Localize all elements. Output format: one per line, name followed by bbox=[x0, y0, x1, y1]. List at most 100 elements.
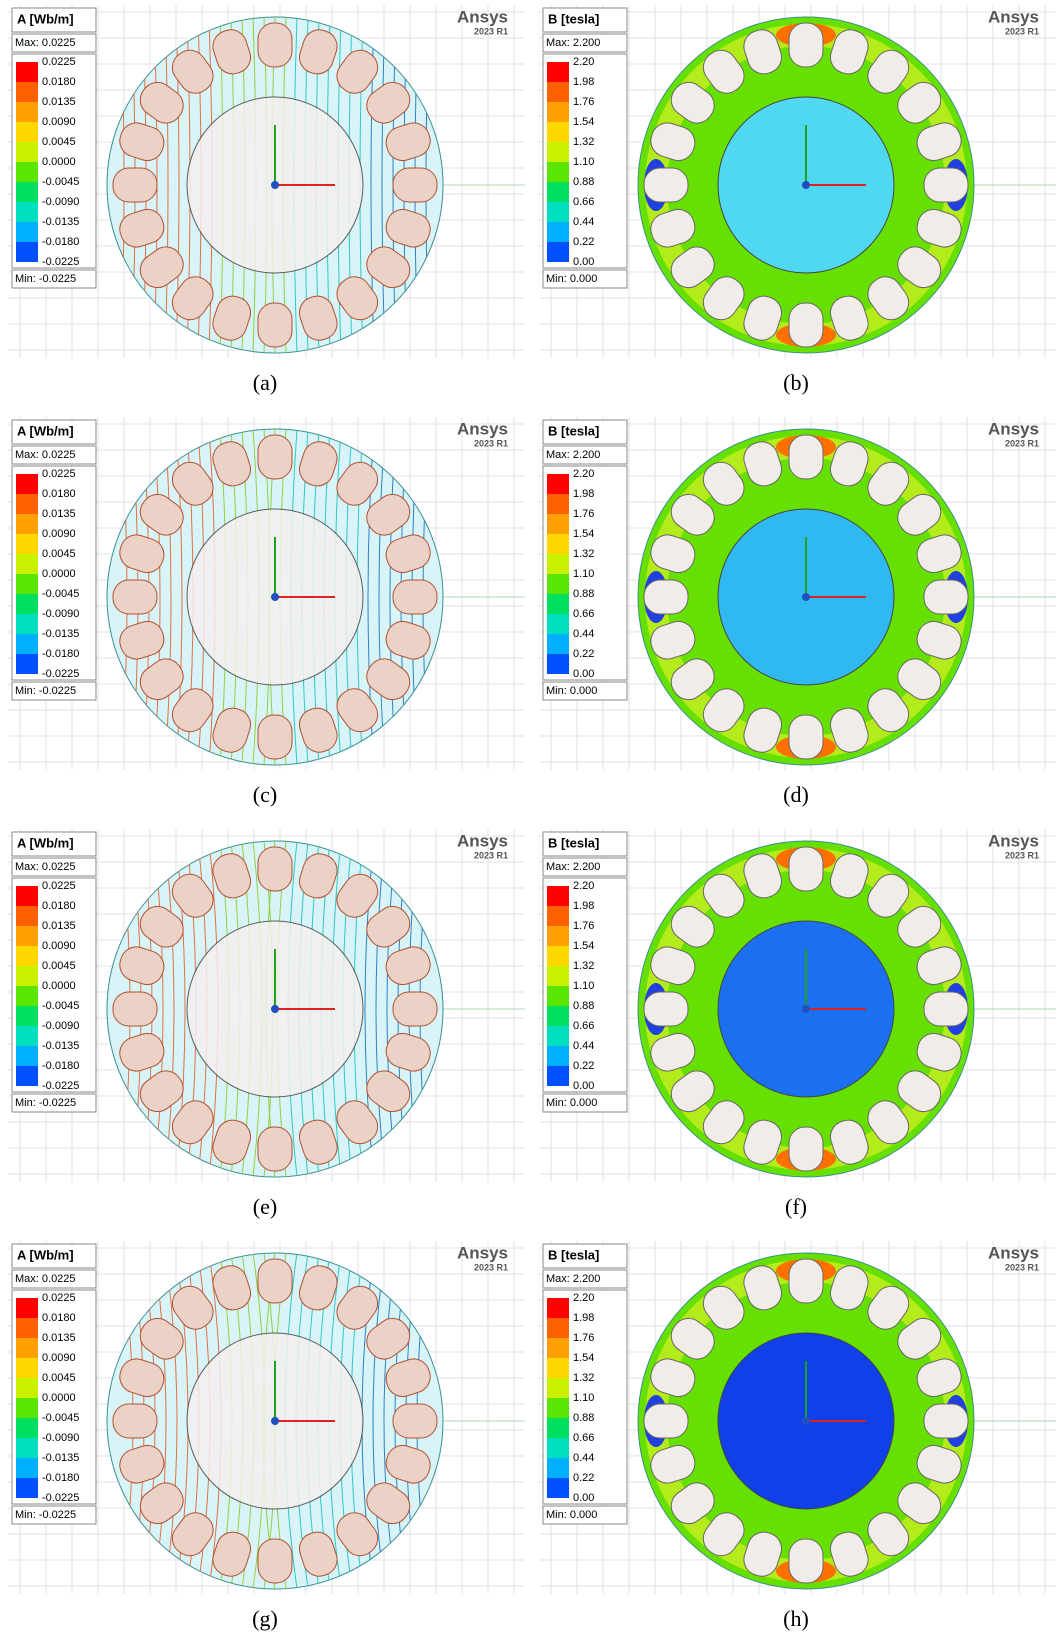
legend-title-box bbox=[542, 7, 628, 33]
slot bbox=[298, 295, 338, 341]
slot bbox=[743, 1265, 783, 1311]
slot bbox=[139, 246, 184, 289]
legend-level: 0.0135 bbox=[42, 920, 76, 932]
slot bbox=[829, 29, 869, 75]
slot bbox=[385, 946, 431, 986]
slot bbox=[916, 1032, 962, 1072]
brand: Ansys bbox=[457, 419, 508, 438]
color-band bbox=[547, 162, 569, 182]
slot bbox=[298, 707, 338, 753]
legend-level: 1.54 bbox=[573, 1352, 594, 1364]
slot bbox=[119, 122, 165, 162]
slot bbox=[643, 1403, 689, 1439]
flux-line bbox=[381, 17, 386, 353]
legend-level: 2.20 bbox=[573, 1292, 594, 1304]
color-band bbox=[547, 122, 569, 142]
slot bbox=[788, 434, 824, 480]
color-band bbox=[16, 986, 38, 1006]
slot bbox=[392, 579, 438, 615]
legend-level: -0.0225 bbox=[42, 256, 79, 268]
flux-line bbox=[164, 841, 175, 1177]
color-band bbox=[547, 594, 569, 614]
slot bbox=[702, 873, 745, 918]
color-band bbox=[547, 222, 569, 242]
slot bbox=[385, 1358, 431, 1398]
color-band bbox=[547, 1298, 569, 1318]
slot bbox=[212, 1119, 252, 1165]
legend: B [tesla] Max: 2.200 2.20 1.98 1.76 1.54 1.32 1… bbox=[542, 7, 628, 289]
slot bbox=[867, 873, 910, 918]
legend-min: Min: -0.0225 bbox=[15, 1509, 76, 1521]
legend-level: 2.20 bbox=[573, 468, 594, 480]
legend-max: Max: 2.200 bbox=[546, 1273, 600, 1285]
legend-min-box bbox=[542, 1093, 628, 1113]
slot bbox=[829, 1119, 869, 1165]
legend-level: 0.0000 bbox=[42, 1392, 76, 1404]
origin bbox=[271, 181, 279, 189]
flux-line bbox=[164, 17, 169, 353]
legend-level: 1.32 bbox=[573, 548, 594, 560]
color-band bbox=[16, 1046, 38, 1066]
legend-level: 1.76 bbox=[573, 920, 594, 932]
slot bbox=[670, 1070, 715, 1113]
legend-level: -0.0225 bbox=[42, 1080, 79, 1092]
slot bbox=[670, 246, 715, 289]
legend-level: 0.0000 bbox=[42, 980, 76, 992]
version: 2023 R1 bbox=[1005, 1262, 1039, 1272]
color-band bbox=[16, 102, 38, 122]
slot bbox=[650, 534, 696, 574]
legend-level: -0.0225 bbox=[42, 1492, 79, 1504]
legend-level: 0.0090 bbox=[42, 1352, 76, 1364]
legend-level: -0.0180 bbox=[42, 236, 79, 248]
slot bbox=[702, 1285, 745, 1330]
legend-level: 0.22 bbox=[573, 236, 594, 248]
color-band bbox=[547, 62, 569, 82]
brand: Ansys bbox=[457, 1243, 508, 1262]
slot bbox=[643, 579, 689, 615]
legend-level: 0.0225 bbox=[42, 880, 76, 892]
legend-max-box bbox=[542, 1269, 628, 1289]
color-band bbox=[547, 82, 569, 102]
color-band bbox=[547, 966, 569, 986]
legend-title-box bbox=[542, 831, 628, 857]
slot bbox=[385, 1032, 431, 1072]
legend-level: -0.0225 bbox=[42, 668, 79, 680]
legend-level: -0.0045 bbox=[42, 176, 79, 188]
legend-level: 0.44 bbox=[573, 628, 594, 640]
legend-level: 0.0000 bbox=[42, 568, 76, 580]
slot bbox=[385, 620, 431, 660]
slot bbox=[257, 302, 293, 348]
legend-min: Min: 0.000 bbox=[546, 1097, 597, 1109]
color-band bbox=[547, 1418, 569, 1438]
legend-title: B [tesla] bbox=[548, 1247, 599, 1262]
slot bbox=[923, 1403, 969, 1439]
slot bbox=[336, 1100, 379, 1145]
slot bbox=[867, 461, 910, 506]
legend-level: 0.0000 bbox=[42, 156, 76, 168]
slot bbox=[212, 1265, 252, 1311]
slot bbox=[670, 81, 715, 124]
color-band bbox=[16, 1378, 38, 1398]
legend-level: 0.0180 bbox=[42, 488, 76, 500]
legend-level: 0.22 bbox=[573, 1472, 594, 1484]
slot bbox=[897, 905, 942, 948]
flux-line bbox=[372, 1253, 386, 1589]
slot bbox=[867, 1100, 910, 1145]
slot bbox=[897, 1482, 942, 1525]
color-band bbox=[547, 906, 569, 926]
slot bbox=[171, 873, 214, 918]
slot bbox=[112, 991, 158, 1027]
origin bbox=[271, 1005, 279, 1013]
slot bbox=[916, 122, 962, 162]
color-band bbox=[16, 162, 38, 182]
slot bbox=[897, 1317, 942, 1360]
legend-title: A [Wb/m] bbox=[17, 423, 74, 438]
legend-title: B [tesla] bbox=[548, 835, 599, 850]
color-band bbox=[547, 242, 569, 262]
legend: B [tesla] Max: 2.200 2.20 1.98 1.76 1.54 1.32 1… bbox=[542, 419, 628, 701]
slot bbox=[702, 688, 745, 733]
slot bbox=[385, 1444, 431, 1484]
color-band bbox=[547, 494, 569, 514]
